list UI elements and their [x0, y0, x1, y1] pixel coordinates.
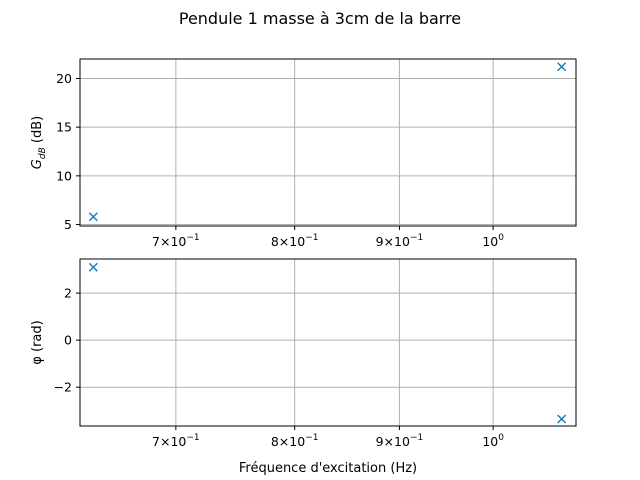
subplot-gain-x-tick-label: 8×10−1: [271, 233, 319, 249]
subplot-phase-x-tick-label: 100: [482, 433, 504, 449]
subplot-phase-data-point-marker: [557, 414, 567, 424]
figure-title: Pendule 1 masse à 3cm de la barre: [179, 9, 461, 28]
marker-stroke: [88, 262, 98, 272]
subplot-gain-data-point-marker: [88, 212, 98, 222]
subplot-gain-y-axis-label: GdB (dB): [30, 116, 48, 169]
subplot-gain-x-tick-label: 100: [482, 233, 504, 249]
subplot-phase-x-tick-label: 8×10−1: [271, 433, 319, 449]
subplot-phase-y-tick-label: −2: [54, 380, 72, 395]
subplot-gain-x-tick-label: 7×10−1: [152, 233, 200, 249]
subplot-phase-y-tick-label: 0: [64, 333, 72, 348]
subplot-phase-y-axis-label: φ (rad): [30, 320, 45, 364]
subplot-gain-y-tick-label: 10: [56, 168, 72, 183]
subplot-gain-y-tick-label: 15: [56, 120, 72, 135]
marker-stroke: [557, 414, 567, 424]
subplot-gain-axes-frame: [79, 58, 577, 227]
marker-stroke: [88, 212, 98, 222]
subplot-phase-axes-frame: [79, 258, 577, 427]
marker-stroke: [557, 62, 567, 72]
subplot-phase: 7×10−1 8×10−1 9×10−1 100 −2 0 2 φ (rad) Fréquenc…: [30, 258, 577, 476]
subplot-gain-y-tick-label: 20: [56, 71, 72, 86]
subplot-phase-x-axis-label: Fréquence d'excitation (Hz): [239, 461, 417, 476]
subplot-phase-data-point-marker: [88, 262, 98, 272]
subplot-phase-y-tick-label: 2: [64, 286, 72, 301]
subplot-phase-x-tick-label: 7×10−1: [152, 433, 200, 449]
subplot-gain-y-tick-label: 5: [64, 217, 72, 232]
subplot-gain: 7×10−1 8×10−1 9×10−1 100 5 10 15 20 GdB (dB): [30, 58, 577, 249]
subplot-gain-x-tick-label: 9×10−1: [376, 233, 424, 249]
subplot-gain-data-point-marker: [557, 62, 567, 72]
subplot-phase-x-tick-label: 9×10−1: [376, 433, 424, 449]
